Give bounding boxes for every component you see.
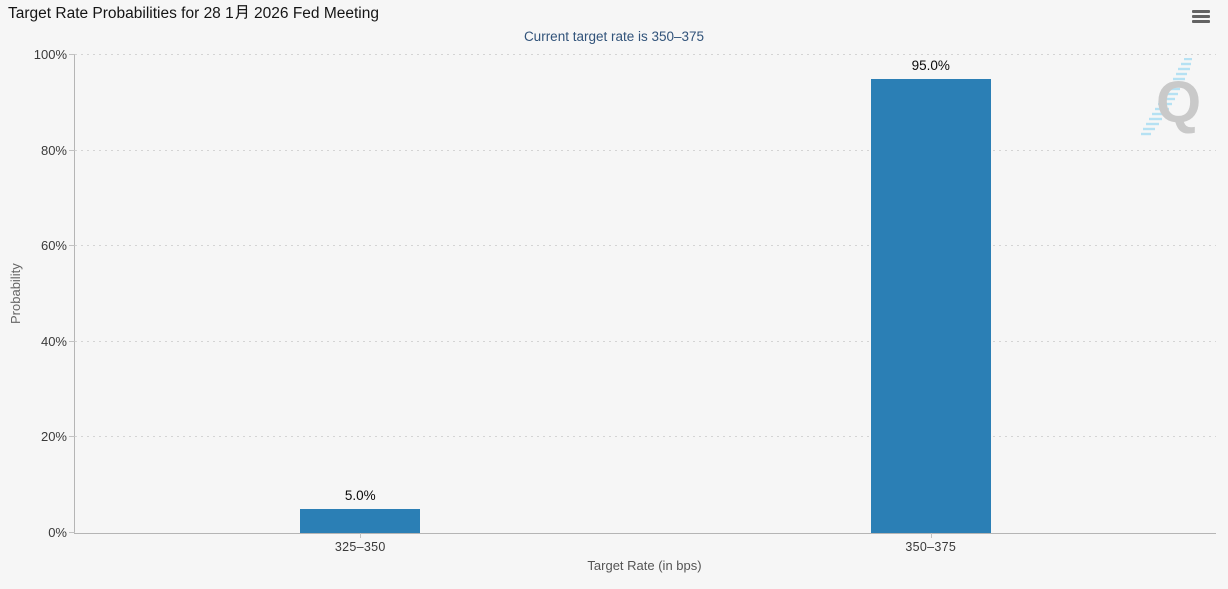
chart-title-prefix: Target Rate Probabilities for 28 1	[8, 5, 234, 22]
y-gridline	[75, 340, 1216, 342]
y-gridline	[75, 149, 1216, 151]
bar-value-label: 95.0%	[911, 57, 950, 73]
y-axis-tick-label: 20%	[40, 429, 67, 445]
bar-value-label: 5.0%	[344, 488, 376, 504]
chart-title-suffix: 2026 Fed Meeting	[249, 5, 379, 22]
y-gridline	[75, 54, 1216, 55]
x-axis-tick-label: 350–375	[905, 540, 957, 554]
x-axis-tick-label: 325–350	[334, 540, 386, 554]
y-axis-tick	[69, 54, 75, 55]
y-axis-tick-label: 40%	[40, 333, 67, 349]
quikstrike-watermark: Q	[1140, 58, 1204, 136]
y-axis-tick	[69, 532, 75, 533]
cjk-month-glyph	[235, 5, 247, 20]
menu-button[interactable]	[1189, 5, 1213, 28]
y-axis-tick-label: 60%	[40, 238, 67, 254]
y-axis-title: Probability	[8, 263, 23, 325]
y-gridline	[75, 245, 1216, 247]
x-axis-title: Target Rate (in bps)	[587, 558, 702, 573]
y-axis-tick	[69, 149, 75, 151]
y-axis-tick-label: 80%	[40, 142, 67, 158]
lightning-bolt-icon	[1141, 58, 1192, 136]
y-axis-tick-label: 0%	[48, 525, 67, 540]
y-axis-tick	[69, 436, 75, 438]
y-axis-tick	[69, 245, 75, 247]
y-gridline	[75, 436, 1216, 438]
y-axis-tick	[69, 340, 75, 342]
x-axis-tick	[930, 533, 932, 538]
q-logo-letter: Q	[1156, 70, 1202, 135]
x-axis-tick	[360, 533, 362, 538]
probability-bar[interactable]	[870, 78, 991, 533]
y-axis-tick-label: 100%	[33, 47, 67, 62]
probability-bar[interactable]	[300, 509, 421, 533]
hamburger-icon	[1192, 10, 1210, 23]
chart-title: Target Rate Probabilities for 28 1 2026 …	[8, 4, 379, 23]
chart-subtitle: Current target rate is 350–375	[523, 29, 705, 44]
plot-area: Q 0% 20% 40% 60% 80% 100% 5.0% 325–350 95.0% 350–…	[34, 47, 1216, 554]
